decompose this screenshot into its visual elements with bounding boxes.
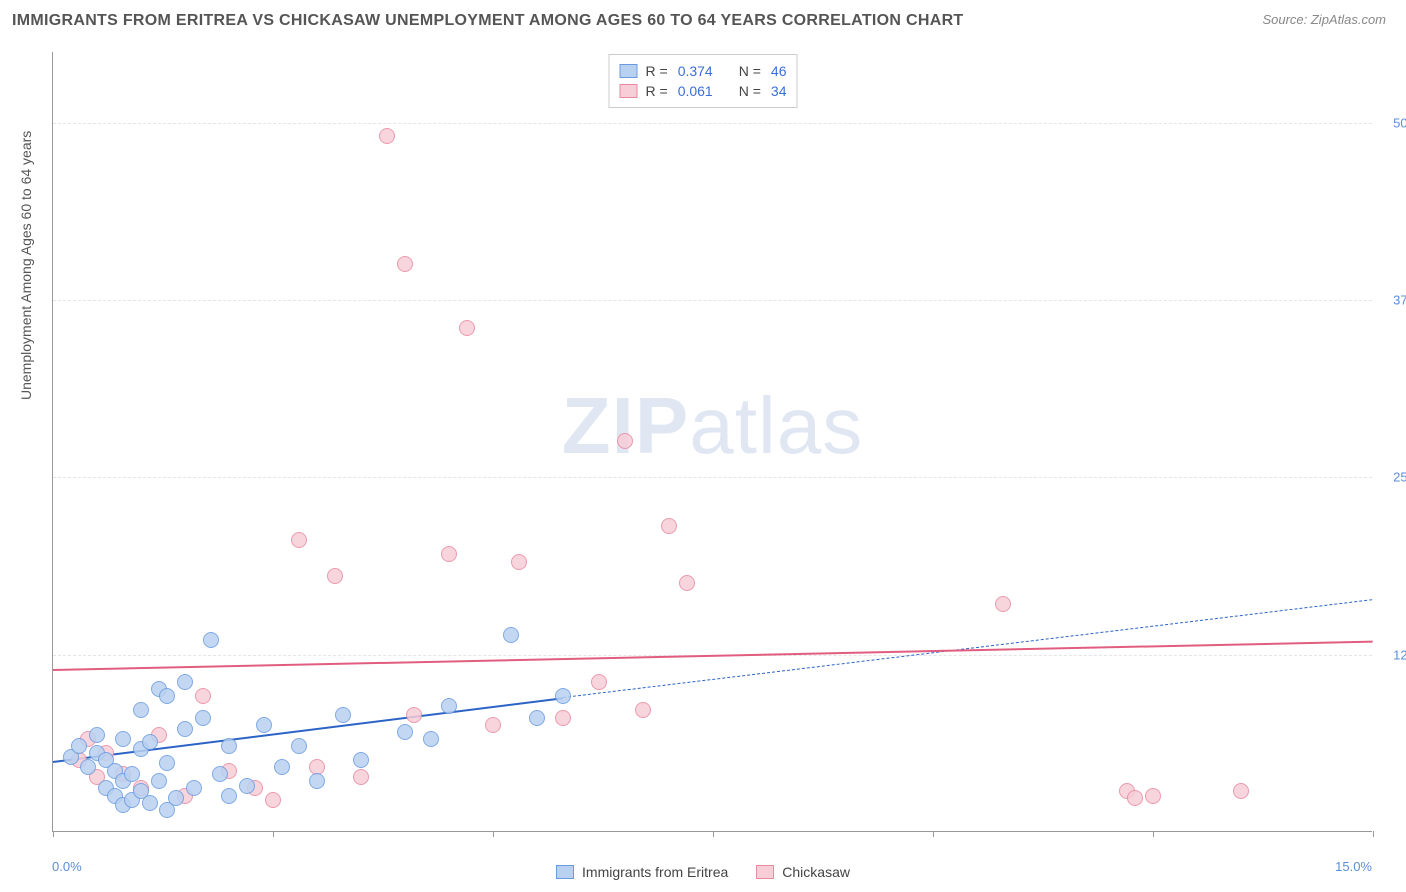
scatter-point-blue <box>221 738 237 754</box>
x-axis-labels: 0.0% 15.0% <box>52 859 1372 874</box>
trend-line <box>53 641 1373 671</box>
scatter-point-blue <box>168 790 184 806</box>
scatter-point-pink <box>485 717 501 733</box>
swatch-blue <box>620 64 638 78</box>
scatter-point-blue <box>159 688 175 704</box>
scatter-point-pink <box>1233 783 1249 799</box>
scatter-point-blue <box>159 755 175 771</box>
scatter-point-blue <box>151 773 167 789</box>
scatter-point-pink <box>679 575 695 591</box>
watermark: ZIPatlas <box>562 380 863 472</box>
stats-row-blue: R = 0.374 N = 46 <box>620 61 787 81</box>
scatter-point-blue <box>195 710 211 726</box>
swatch-pink <box>620 84 638 98</box>
scatter-point-pink <box>265 792 281 808</box>
scatter-point-blue <box>529 710 545 726</box>
x-tick <box>933 831 934 837</box>
x-tick <box>1373 831 1374 837</box>
scatter-point-blue <box>142 795 158 811</box>
scatter-point-blue <box>239 778 255 794</box>
gridline <box>53 123 1372 124</box>
scatter-point-blue <box>177 721 193 737</box>
scatter-point-blue <box>124 766 140 782</box>
scatter-point-pink <box>441 546 457 562</box>
scatter-point-pink <box>1145 788 1161 804</box>
y-tick-label: 12.5% <box>1393 647 1406 662</box>
scatter-point-blue <box>441 698 457 714</box>
scatter-point-pink <box>327 568 343 584</box>
n-value-pink: 34 <box>771 83 787 99</box>
scatter-point-pink <box>591 674 607 690</box>
scatter-point-blue <box>177 674 193 690</box>
x-tick <box>1153 831 1154 837</box>
scatter-point-blue <box>397 724 413 740</box>
scatter-point-pink <box>635 702 651 718</box>
source-attribution: Source: ZipAtlas.com <box>1262 12 1386 27</box>
scatter-point-pink <box>661 518 677 534</box>
stats-legend: R = 0.374 N = 46 R = 0.061 N = 34 <box>609 54 798 108</box>
y-tick-label: 25.0% <box>1393 470 1406 485</box>
n-label: N = <box>739 63 761 79</box>
scatter-point-pink <box>379 128 395 144</box>
scatter-point-pink <box>555 710 571 726</box>
scatter-point-blue <box>309 773 325 789</box>
x-min-label: 0.0% <box>52 859 82 874</box>
scatter-point-pink <box>291 532 307 548</box>
scatter-chart: ZIPatlas 12.5%25.0%37.5%50.0% <box>52 52 1372 832</box>
scatter-point-blue <box>203 632 219 648</box>
scatter-point-blue <box>212 766 228 782</box>
r-value-blue: 0.374 <box>678 63 713 79</box>
scatter-point-blue <box>71 738 87 754</box>
scatter-point-blue <box>89 727 105 743</box>
y-tick-label: 50.0% <box>1393 115 1406 130</box>
scatter-point-blue <box>503 627 519 643</box>
scatter-point-blue <box>256 717 272 733</box>
scatter-point-pink <box>995 596 1011 612</box>
scatter-point-blue <box>274 759 290 775</box>
scatter-point-blue <box>353 752 369 768</box>
y-tick-label: 37.5% <box>1393 293 1406 308</box>
scatter-point-blue <box>133 702 149 718</box>
scatter-point-blue <box>291 738 307 754</box>
scatter-point-pink <box>459 320 475 336</box>
r-label: R = <box>646 83 668 99</box>
x-tick <box>53 831 54 837</box>
n-value-blue: 46 <box>771 63 787 79</box>
scatter-point-pink <box>1127 790 1143 806</box>
scatter-point-pink <box>353 769 369 785</box>
watermark-bold: ZIP <box>562 381 689 470</box>
scatter-point-pink <box>617 433 633 449</box>
y-axis-label: Unemployment Among Ages 60 to 64 years <box>18 131 34 400</box>
scatter-point-pink <box>406 707 422 723</box>
scatter-point-blue <box>555 688 571 704</box>
watermark-light: atlas <box>689 381 863 470</box>
scatter-point-pink <box>511 554 527 570</box>
r-value-pink: 0.061 <box>678 83 713 99</box>
scatter-point-blue <box>80 759 96 775</box>
x-tick <box>713 831 714 837</box>
gridline <box>53 477 1372 478</box>
stats-row-pink: R = 0.061 N = 34 <box>620 81 787 101</box>
scatter-point-blue <box>142 734 158 750</box>
scatter-point-pink <box>195 688 211 704</box>
chart-title: IMMIGRANTS FROM ERITREA VS CHICKASAW UNE… <box>12 12 964 30</box>
scatter-point-blue <box>115 731 131 747</box>
scatter-point-blue <box>221 788 237 804</box>
n-label: N = <box>739 83 761 99</box>
x-tick <box>493 831 494 837</box>
x-tick <box>273 831 274 837</box>
r-label: R = <box>646 63 668 79</box>
x-max-label: 15.0% <box>1335 859 1372 874</box>
gridline <box>53 300 1372 301</box>
scatter-point-pink <box>397 256 413 272</box>
scatter-point-blue <box>335 707 351 723</box>
scatter-point-blue <box>186 780 202 796</box>
scatter-point-blue <box>423 731 439 747</box>
